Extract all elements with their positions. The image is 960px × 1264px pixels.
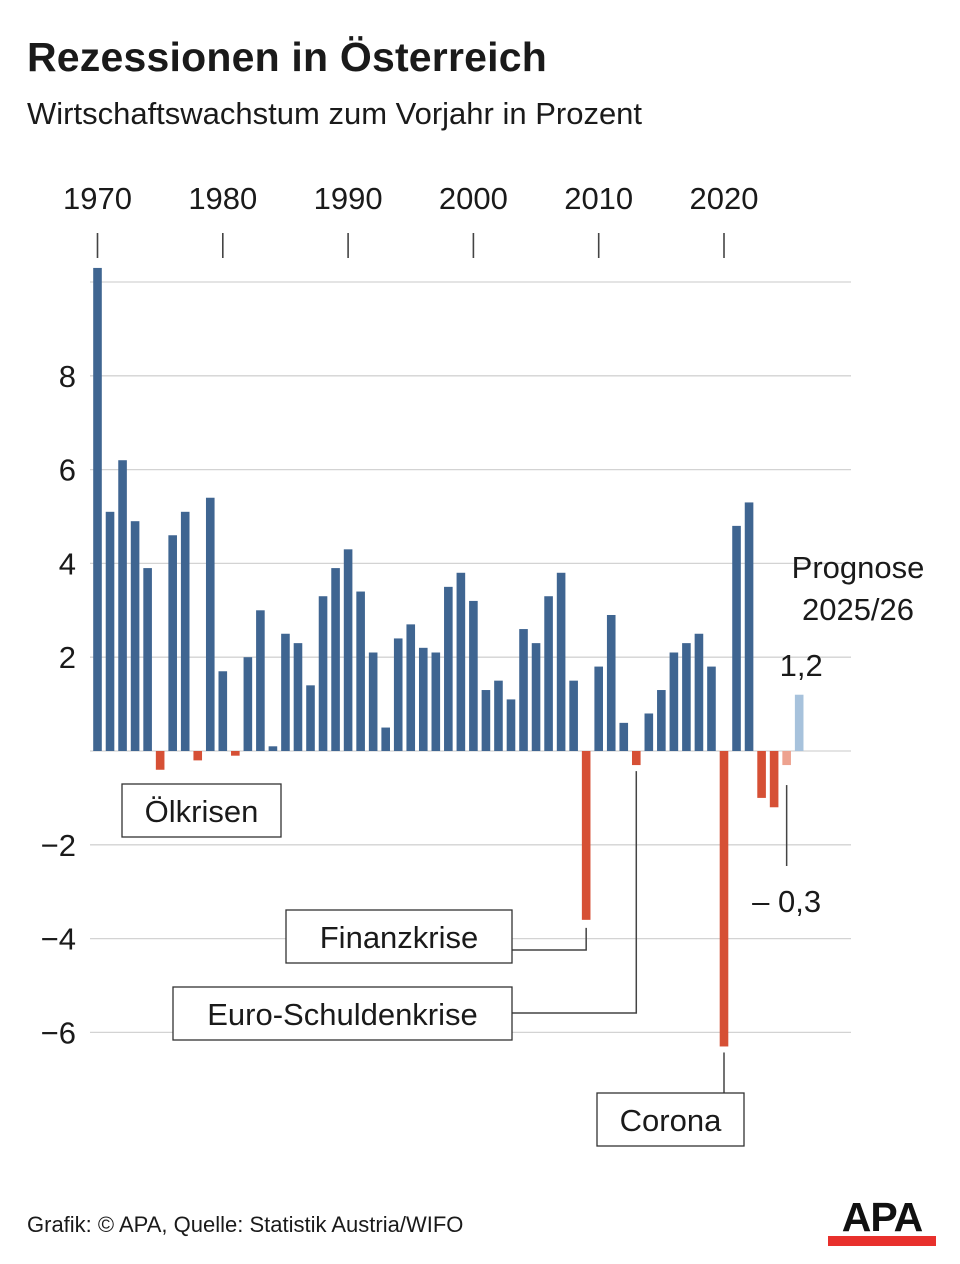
logo-underline <box>828 1236 936 1246</box>
bar-2016 <box>669 652 679 751</box>
bar-1988 <box>318 596 328 751</box>
bar-2002 <box>494 680 503 751</box>
x-tick-label: 2010 <box>564 181 633 216</box>
bar-1987 <box>306 685 315 751</box>
x-tick-label: 1970 <box>63 181 132 216</box>
value-label-2025: – 0,3 <box>752 884 821 919</box>
bar-2019 <box>707 666 716 751</box>
bar-2018 <box>694 633 704 751</box>
bar-2009 <box>581 751 591 920</box>
bar-1992 <box>368 652 378 751</box>
bar-1997 <box>431 652 441 751</box>
y-tick-label: −4 <box>41 922 76 957</box>
bar-2013 <box>631 751 641 766</box>
bar-2017 <box>682 643 691 751</box>
y-tick-label: 2 <box>59 640 76 675</box>
bar-1977 <box>180 511 190 751</box>
source-credit: Grafik: © APA, Quelle: Statistik Austria… <box>27 1212 464 1237</box>
annotation-label-corona: Corona <box>620 1103 722 1138</box>
bar-1990 <box>343 549 353 751</box>
annotation-box-oelkrisen <box>121 783 282 838</box>
bar-chart: 8 6 4 2 −2 −4 −6 1970 1980 1990 2000 2010 2020 Ölkr… <box>41 181 925 1147</box>
bar-1985 <box>281 633 290 751</box>
bar-2015 <box>657 690 666 751</box>
bar-2025 <box>782 751 791 766</box>
bar-1991 <box>356 591 365 751</box>
leader-line-finanzkrise <box>512 927 587 951</box>
bar-2000 <box>469 600 478 751</box>
bar-2003 <box>506 699 516 751</box>
bar-2022 <box>744 502 754 751</box>
annotations: Ölkrisen Finanzkrise Euro-Schuldenkrise Cor… <box>121 550 925 1147</box>
bar-2014 <box>644 713 654 751</box>
bar-2005 <box>531 643 541 751</box>
bar-1975 <box>155 751 165 770</box>
y-tick-label: −6 <box>41 1015 76 1050</box>
x-axis-ticks: 1970 1980 1990 2000 2010 2020 <box>63 181 758 258</box>
chart-subtitle: Wirtschaftswachstum zum Vorjahr in Proze… <box>27 96 643 131</box>
bar-1984 <box>268 746 278 751</box>
bar-2020 <box>719 751 729 1047</box>
bar-2021 <box>732 525 741 751</box>
bar-2012 <box>619 722 629 751</box>
bar-1979 <box>205 497 215 751</box>
value-label-2026: 1,2 <box>780 648 823 683</box>
y-tick-label: 6 <box>59 453 76 488</box>
bar-1995 <box>406 624 416 751</box>
logo-text: APA <box>841 1194 924 1240</box>
y-tick-label: 4 <box>59 546 76 581</box>
bar-2008 <box>569 680 578 751</box>
annotation-box-corona <box>596 1092 745 1147</box>
bar-1986 <box>293 643 303 751</box>
bar-2010 <box>594 666 603 751</box>
y-tick-label: −2 <box>41 828 76 863</box>
bar-2024 <box>769 751 779 808</box>
bar-2004 <box>519 629 528 751</box>
apa-logo: APA <box>828 1194 936 1246</box>
bar-2001 <box>481 690 491 751</box>
gridlines <box>90 281 851 1034</box>
forecast-label-line2: 2025/26 <box>802 592 914 627</box>
bar-2006 <box>544 596 553 751</box>
y-tick-label: 8 <box>59 359 76 394</box>
bar-1976 <box>168 535 177 751</box>
bars <box>93 267 804 1047</box>
bar-1981 <box>231 751 240 756</box>
bar-1998 <box>444 586 453 751</box>
annotation-box-finanzkrise <box>285 909 513 964</box>
bar-1982 <box>243 657 253 751</box>
x-tick-label: 2000 <box>439 181 508 216</box>
x-tick-label: 2020 <box>690 181 759 216</box>
bar-1983 <box>256 610 265 751</box>
bar-1994 <box>393 638 403 751</box>
bar-1970 <box>93 267 102 751</box>
annotation-label-oelkrisen: Ölkrisen <box>145 794 259 829</box>
bar-1978 <box>193 751 203 761</box>
y-axis-ticks: 8 6 4 2 −2 −4 −6 <box>41 359 76 1051</box>
bar-1996 <box>418 647 428 751</box>
bar-1999 <box>456 572 466 751</box>
bar-2026 <box>794 694 804 751</box>
leader-line-euro-schuldenkrise <box>512 771 638 1014</box>
annotation-label-euro-schuldenkrise: Euro-Schuldenkrise <box>207 997 478 1032</box>
annotation-label-finanzkrise: Finanzkrise <box>320 920 479 955</box>
annotation-box-euro-schuldenkrise <box>172 986 513 1041</box>
bar-1980 <box>218 671 228 751</box>
chart-title: Rezessionen in Österreich <box>27 34 547 80</box>
bar-1989 <box>331 568 340 751</box>
bar-2007 <box>556 572 566 751</box>
bar-2011 <box>606 614 616 751</box>
forecast-label-line1: Prognose <box>792 550 925 585</box>
bar-1973 <box>130 521 140 751</box>
x-tick-label: 1990 <box>314 181 383 216</box>
bar-2023 <box>757 751 766 798</box>
x-tick-label: 1980 <box>188 181 257 216</box>
bar-1972 <box>118 460 127 751</box>
bar-1993 <box>381 727 390 751</box>
bar-1971 <box>105 511 115 751</box>
bar-1974 <box>143 568 152 751</box>
